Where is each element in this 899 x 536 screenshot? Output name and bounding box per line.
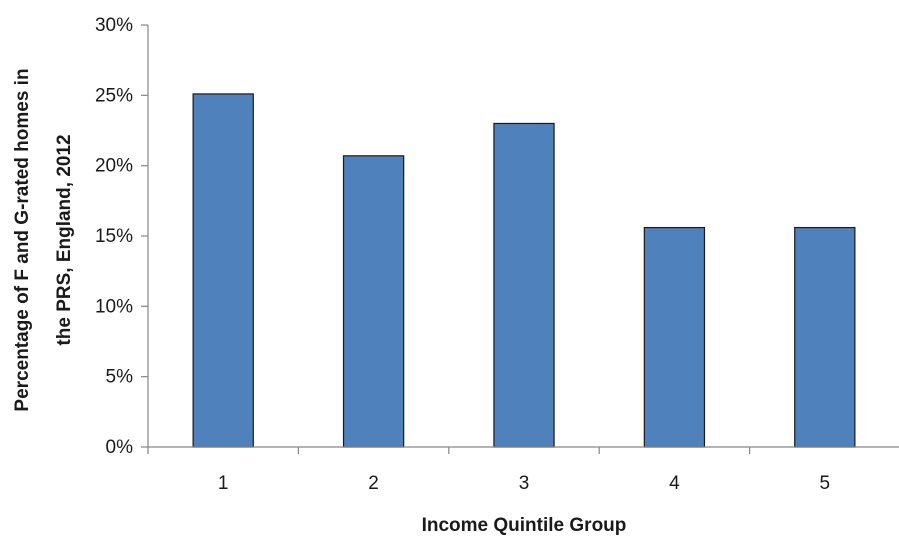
bar-quintile-2 — [342, 155, 405, 448]
y-axis-title-line-1: Percentage of F and G-rated homes in — [12, 68, 33, 411]
y-tick-label: 5% — [106, 367, 134, 388]
y-axis: 0% 5% 10% 15% 20% 25% 30% — [95, 15, 149, 458]
y-tick-label: 15% — [95, 226, 133, 247]
y-axis-title-line-2: the PRS, England, 2012 — [54, 134, 75, 345]
x-axis-title: Income Quintile Group — [422, 515, 627, 536]
bars — [192, 93, 856, 448]
x-tick-label: 3 — [519, 473, 530, 494]
bar-quintile-1 — [192, 93, 254, 448]
x-axis: 1 2 3 4 5 — [147, 446, 899, 494]
y-tick-label: 25% — [95, 85, 133, 106]
x-tick-label: 2 — [368, 473, 379, 494]
bar-quintile-3 — [493, 122, 555, 448]
bar-quintile-5 — [794, 226, 856, 448]
y-tick-label: 0% — [106, 437, 134, 458]
bar-quintile-4 — [643, 226, 706, 448]
x-tick-label: 1 — [218, 473, 229, 494]
y-axis-title: Percentage of F and G-rated homes in the… — [12, 68, 75, 411]
x-tick-label: 5 — [820, 473, 831, 494]
y-tick-label: 20% — [95, 156, 133, 177]
x-tick-label: 4 — [669, 473, 680, 494]
y-tick-label: 10% — [95, 296, 133, 317]
y-tick-label: 30% — [95, 15, 133, 36]
